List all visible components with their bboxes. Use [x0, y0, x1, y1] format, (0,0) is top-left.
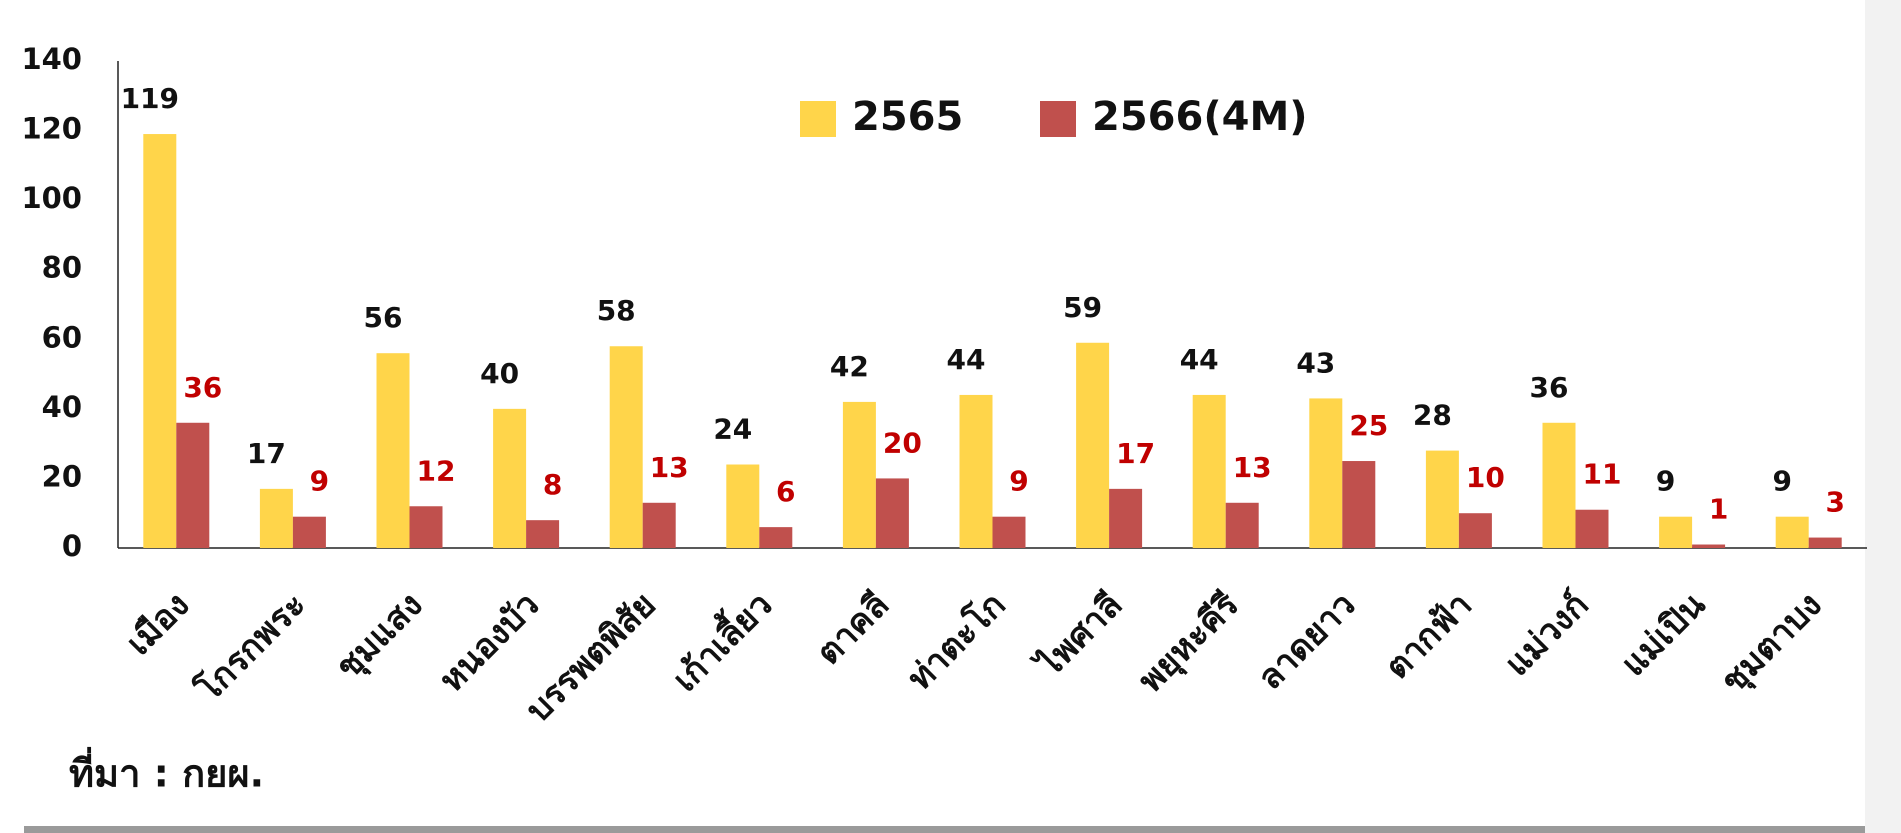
bar	[292, 516, 326, 548]
y-tick-label: 80	[42, 251, 82, 285]
value-label: 1	[1709, 493, 1728, 526]
bar	[992, 516, 1026, 548]
bar	[1225, 502, 1259, 548]
bar	[176, 422, 210, 548]
value-label: 12	[417, 454, 456, 487]
y-tick-label: 100	[21, 181, 82, 215]
bar	[759, 527, 793, 548]
value-label: 25	[1349, 409, 1388, 442]
bar	[1775, 516, 1809, 548]
x-tick-label: ไพศาลี	[1028, 584, 1131, 687]
bar	[609, 346, 643, 548]
value-label: 17	[247, 437, 286, 470]
y-tick-label: 40	[42, 390, 82, 424]
value-label: 11	[1583, 458, 1622, 491]
bar	[1575, 509, 1609, 548]
bar	[1309, 398, 1343, 548]
bar	[1659, 516, 1693, 548]
bar	[959, 394, 993, 548]
bar	[1076, 342, 1110, 548]
value-label: 8	[543, 468, 562, 501]
legend-label: 2565	[852, 94, 963, 140]
x-tick-label: แม่เปิน	[1614, 585, 1714, 685]
x-tick-label: เมือง	[119, 585, 198, 664]
x-tick-label: พยุหะคีรี	[1131, 584, 1248, 701]
value-label: 17	[1116, 437, 1155, 470]
bar	[493, 408, 527, 548]
legend-swatch	[800, 101, 836, 137]
value-label: 58	[597, 294, 636, 327]
bar	[259, 488, 293, 548]
value-label: 56	[364, 301, 403, 334]
page-shadow	[24, 826, 1865, 833]
x-tick-label: หนองบัว	[432, 585, 548, 701]
value-label: 9	[1656, 465, 1675, 498]
y-tick-label: 60	[42, 320, 82, 354]
value-label: 119	[121, 82, 179, 115]
legend-label: 2566(4M)	[1092, 94, 1308, 140]
value-label: 59	[1063, 291, 1102, 324]
value-label: 20	[883, 426, 922, 459]
page-edge	[1865, 0, 1901, 833]
bar	[726, 464, 760, 548]
bar	[1425, 450, 1459, 548]
bar	[1458, 513, 1492, 548]
x-tick-label: ลาดยาว	[1250, 585, 1363, 698]
value-label: 9	[1772, 465, 1791, 498]
bar	[409, 506, 443, 548]
y-tick-label: 0	[62, 529, 82, 563]
legend-swatch	[1040, 101, 1076, 137]
value-label: 6	[776, 475, 795, 508]
value-label: 43	[1296, 346, 1335, 379]
bar	[1342, 461, 1376, 548]
x-tick-label: เก้าเลี้ยว	[661, 581, 780, 700]
x-tick-label: ท่าตะโก	[899, 584, 1013, 698]
bar	[1542, 422, 1576, 548]
value-label: 10	[1466, 461, 1505, 494]
value-label: 42	[830, 350, 869, 383]
value-label: 44	[947, 343, 986, 376]
value-label: 13	[1233, 451, 1272, 484]
x-tick-label: โกรกพระ	[188, 584, 314, 710]
value-label: 40	[480, 357, 519, 390]
value-label: 9	[310, 465, 329, 498]
y-tick-label: 120	[21, 112, 82, 146]
x-tick-label: ตาคลี	[809, 585, 897, 673]
x-tick-label: ตากฟ้า	[1378, 585, 1480, 687]
y-tick-label: 140	[21, 42, 82, 76]
x-tick-label: ชุมแสง	[328, 585, 431, 688]
x-tick-label: ชุมตาบง	[1713, 585, 1830, 702]
value-label: 28	[1413, 399, 1452, 432]
bar	[1109, 488, 1143, 548]
value-label: 13	[650, 451, 689, 484]
source-note: ที่มา : กยผ.	[69, 747, 264, 796]
bar	[1692, 544, 1726, 548]
value-label: 36	[1530, 371, 1569, 404]
bar	[526, 520, 560, 548]
value-label: 24	[713, 413, 752, 446]
value-label: 36	[183, 371, 222, 404]
bar	[875, 478, 909, 548]
bar	[842, 401, 876, 548]
bar	[1192, 394, 1226, 548]
value-label: 44	[1180, 343, 1219, 376]
y-tick-label: 20	[42, 459, 82, 493]
bar	[642, 502, 676, 548]
bar	[376, 353, 410, 548]
value-label: 9	[1009, 465, 1028, 498]
bar	[1808, 537, 1842, 548]
x-tick-label: แม่วงก์	[1497, 585, 1596, 684]
bar	[143, 134, 177, 549]
value-label: 3	[1825, 486, 1844, 519]
